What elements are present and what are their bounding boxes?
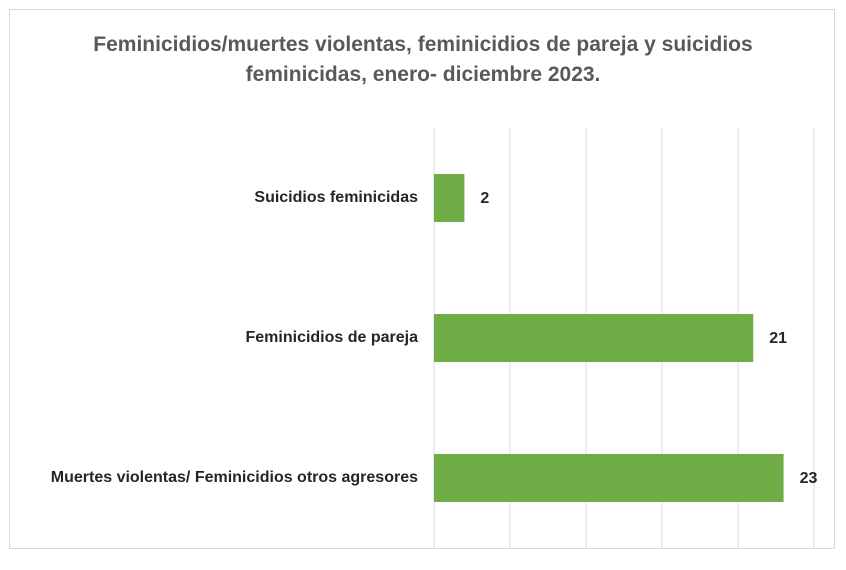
bar (434, 174, 465, 222)
bar (434, 314, 754, 362)
category-label-box: Muertes violentas/ Feminicidios otros ag… (10, 466, 418, 490)
category-label-box: Suicidios feminicidas (10, 186, 418, 210)
y-tick-label: Suicidios feminicidas (254, 189, 418, 206)
value-label: 23 (800, 470, 818, 487)
value-label: 21 (769, 330, 787, 347)
y-tick-label: Muertes violentas/ Feminicidios otros ag… (50, 469, 418, 486)
chart-frame (9, 9, 835, 549)
category-label-box: Feminicidios de pareja (10, 326, 419, 350)
value-label: 2 (480, 190, 489, 207)
y-tick-label: Feminicidios de pareja (245, 329, 419, 346)
bar (434, 454, 784, 502)
chart-title: Feminicidios/muertes violentas, feminici… (93, 33, 753, 86)
